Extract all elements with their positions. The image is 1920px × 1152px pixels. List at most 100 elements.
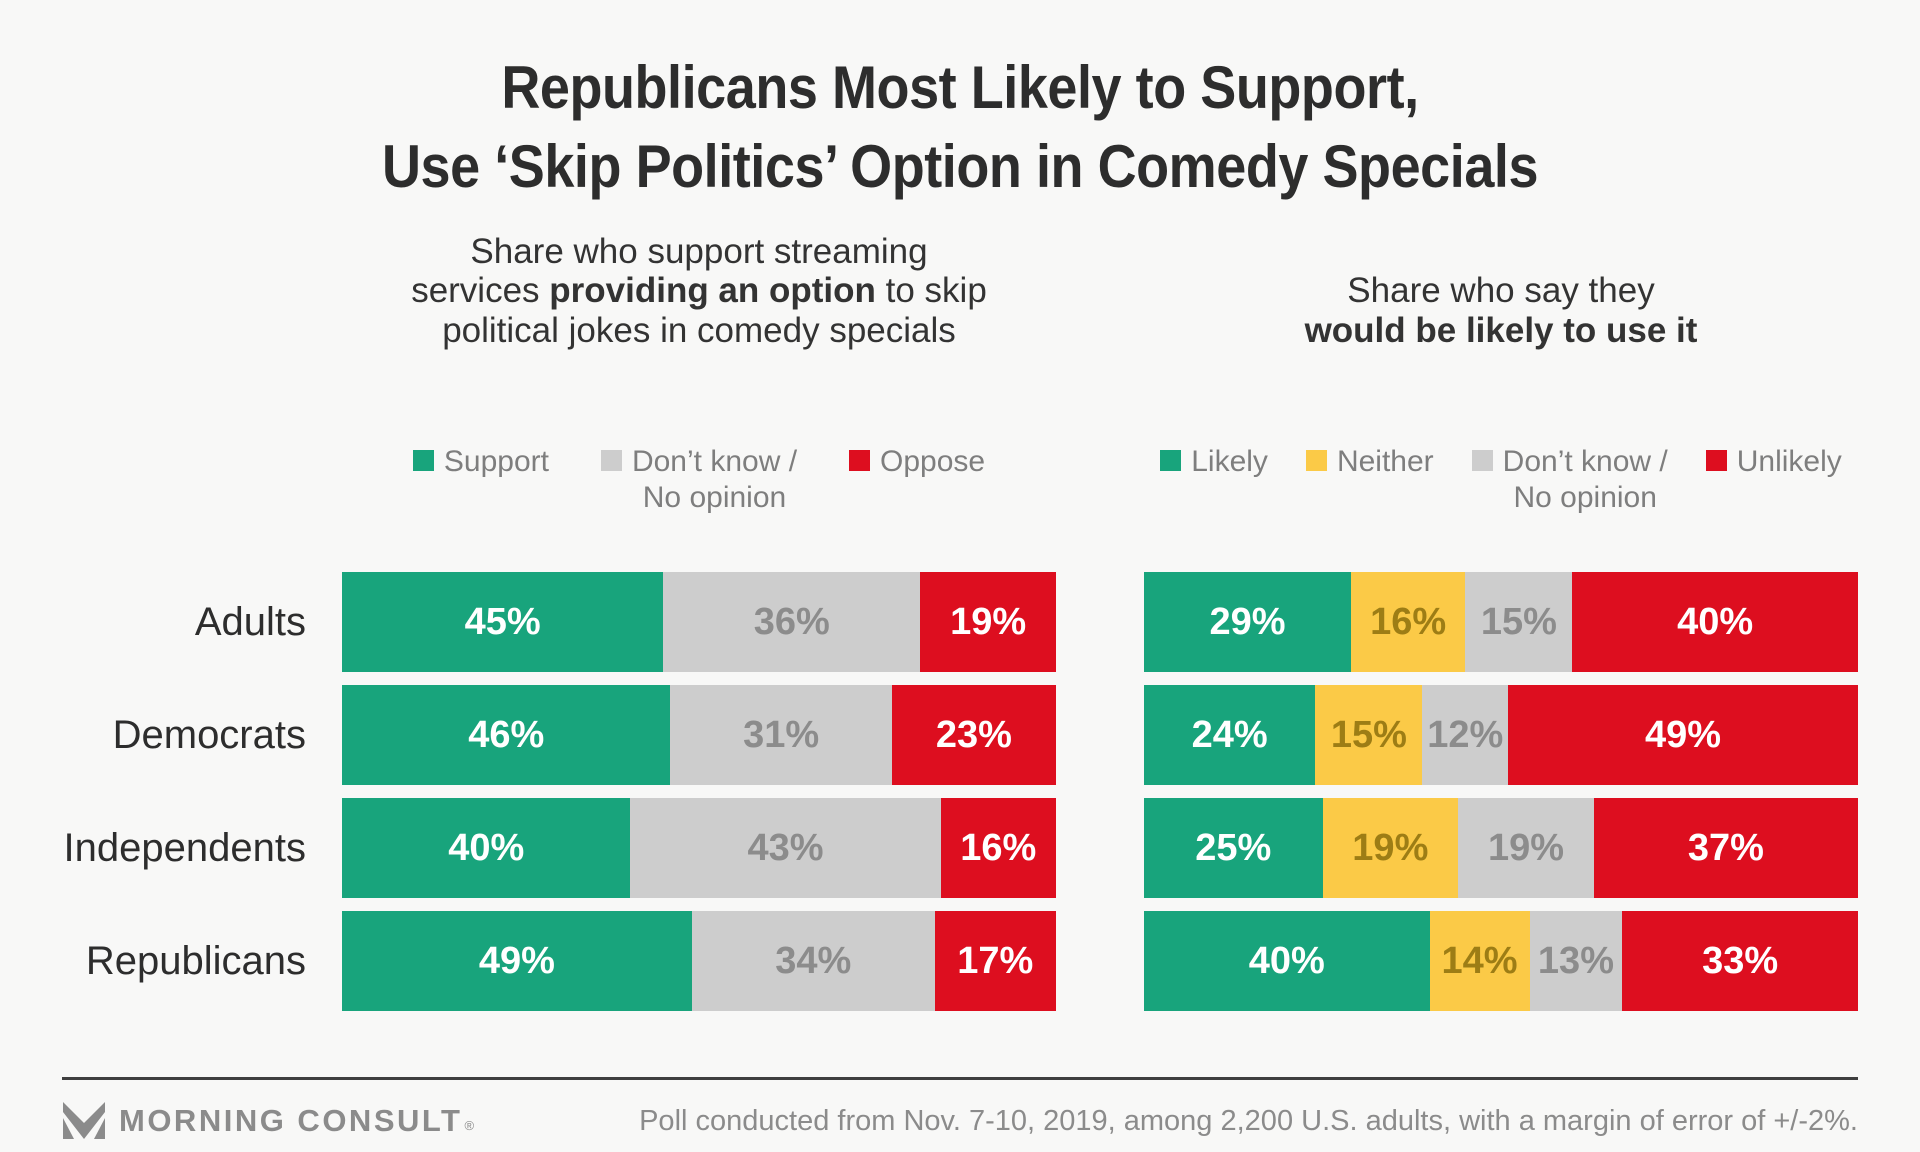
support-swatch-icon bbox=[412, 450, 434, 472]
bar-segment: 40% bbox=[342, 798, 631, 899]
bar-stack: 40% 43% 16% bbox=[342, 798, 1056, 899]
bar-value-label: 15% bbox=[1330, 713, 1407, 756]
bar-row: 29% 16% 15% 40% bbox=[1144, 572, 1858, 673]
legend-label: Don’t know / No opinion bbox=[1502, 445, 1668, 515]
bar-value-label: 45% bbox=[464, 600, 541, 643]
bar-row: Adults 45% 36% 19% bbox=[62, 572, 1056, 673]
charts-gap bbox=[1056, 228, 1144, 1024]
likely-swatch-icon bbox=[1160, 450, 1182, 472]
bar-segment: 19% bbox=[1458, 798, 1594, 899]
bar-row: 40% 14% 13% 33% bbox=[1144, 911, 1858, 1012]
bar-value-label: 19% bbox=[1487, 826, 1565, 869]
neither-swatch-icon bbox=[1305, 450, 1327, 472]
bar-value-label: 34% bbox=[775, 939, 852, 982]
bar-segment: 45% bbox=[342, 572, 664, 673]
dont-know-swatch-icon bbox=[600, 450, 622, 472]
bar-value-label: 17% bbox=[957, 939, 1034, 982]
support-chart-bars: Adults 45% 36% 19% Democrats 46% 31% 23% Indepen… bbox=[62, 572, 1056, 1012]
subtitle-line: Share who support streaming bbox=[470, 231, 928, 271]
bar-stack: 49% 34% 17% bbox=[342, 911, 1056, 1012]
bar-segment: 43% bbox=[630, 798, 941, 899]
bar-row: 24% 15% 12% 49% bbox=[1144, 685, 1858, 786]
legend-item: Neither bbox=[1305, 444, 1434, 480]
legend-label: Likely bbox=[1191, 445, 1268, 479]
bar-value-label: 19% bbox=[950, 600, 1027, 643]
footer: MORNING CONSULT ® Poll conducted from No… bbox=[62, 1077, 1858, 1152]
support-chart-subtitle: Share who support streaming services prov… bbox=[342, 228, 1056, 350]
bar-segment: 49% bbox=[342, 911, 692, 1012]
bar-segment: 49% bbox=[1508, 685, 1858, 786]
bar-value-label: 25% bbox=[1195, 826, 1272, 869]
bar-segment: 40% bbox=[1572, 572, 1858, 673]
bar-value-label: 16% bbox=[1370, 600, 1447, 643]
bar-segment: 37% bbox=[1593, 798, 1858, 899]
bar-segment: 16% bbox=[940, 798, 1056, 899]
bar-value-label: 36% bbox=[753, 600, 830, 643]
legend-label: Don’t know / No opinion bbox=[631, 445, 798, 515]
usage-chart-bars: 29% 16% 15% 40% 24% 15% 12% 49% 25% 19% 19% 37% 40% 1… bbox=[1144, 572, 1858, 1012]
legend-item: Don’t know / No opinion bbox=[1471, 444, 1668, 516]
bar-segment: 19% bbox=[1322, 798, 1459, 899]
legend-label: Oppose bbox=[880, 445, 986, 479]
bar-row: 25% 19% 19% 37% bbox=[1144, 798, 1858, 899]
bar-segment: 25% bbox=[1144, 798, 1323, 899]
bar-value-label: 13% bbox=[1537, 939, 1614, 982]
bar-value-label: 12% bbox=[1427, 713, 1504, 756]
bar-value-label: 49% bbox=[1645, 713, 1722, 756]
morning-consult-logo-icon bbox=[63, 1102, 105, 1140]
bar-value-label: 29% bbox=[1209, 600, 1286, 643]
usage-chart: Share who say they would be likely to use… bbox=[1144, 228, 1858, 1024]
chart-title-line-2: Use ‘Skip Politics’ Option in Comedy Spe… bbox=[381, 133, 1539, 201]
bar-segment: 36% bbox=[663, 572, 921, 673]
bar-segment: 15% bbox=[1315, 685, 1423, 786]
bar-row: Republicans 49% 34% 17% bbox=[62, 911, 1056, 1012]
row-label: Independents bbox=[63, 825, 306, 870]
legend-item: Oppose bbox=[849, 444, 985, 480]
subtitle-line: would be likely to use it bbox=[1304, 310, 1698, 350]
bar-segment: 34% bbox=[691, 911, 935, 1012]
usage-chart-subtitle: Share who say they would be likely to use… bbox=[1144, 228, 1858, 350]
chart-title: Republicans Most Likely to Support, Use … bbox=[152, 0, 1768, 206]
dont-know-swatch-icon bbox=[1471, 450, 1493, 472]
bar-segment: 15% bbox=[1465, 572, 1573, 673]
charts-row: Share who support streaming services prov… bbox=[62, 228, 1858, 1024]
legend-label: Unlikely bbox=[1736, 445, 1842, 479]
bar-segment: 23% bbox=[891, 685, 1056, 786]
bar-stack: 29% 16% 15% 40% bbox=[1144, 572, 1858, 673]
bar-value-label: 15% bbox=[1480, 600, 1557, 643]
legend-label: Support bbox=[443, 445, 549, 479]
bar-segment: 40% bbox=[1144, 911, 1430, 1012]
usage-chart-legend: Likely Neither Don’t know / No opinion Unlik… bbox=[1144, 444, 1858, 524]
bar-value-label: 16% bbox=[960, 826, 1037, 869]
registered-mark: ® bbox=[464, 1118, 475, 1134]
subtitle-line: political jokes in comedy specials bbox=[442, 310, 956, 350]
bar-row: Independents 40% 43% 16% bbox=[62, 798, 1056, 899]
legend-item: Unlikely bbox=[1705, 444, 1842, 480]
chart-title-line-1: Republicans Most Likely to Support, bbox=[501, 54, 1419, 121]
bar-value-label: 49% bbox=[478, 939, 555, 982]
bar-value-label: 37% bbox=[1687, 826, 1764, 869]
bar-segment: 33% bbox=[1622, 911, 1858, 1012]
legend-label: Neither bbox=[1336, 445, 1434, 479]
bar-value-label: 23% bbox=[935, 713, 1012, 756]
bar-value-label: 31% bbox=[743, 713, 820, 756]
oppose-swatch-icon bbox=[849, 450, 871, 472]
bar-segment: 17% bbox=[934, 911, 1056, 1012]
bar-value-label: 46% bbox=[468, 713, 545, 756]
bar-segment: 12% bbox=[1422, 685, 1509, 786]
legend-item: Support bbox=[412, 444, 549, 480]
bar-value-label: 40% bbox=[1677, 600, 1754, 643]
bar-stack: 24% 15% 12% 49% bbox=[1144, 685, 1858, 786]
bar-value-label: 14% bbox=[1441, 939, 1518, 982]
bar-segment: 46% bbox=[342, 685, 671, 786]
bar-segment: 24% bbox=[1144, 685, 1316, 786]
bar-value-label: 40% bbox=[448, 826, 525, 869]
bar-value-label: 40% bbox=[1248, 939, 1325, 982]
bar-stack: 25% 19% 19% 37% bbox=[1144, 798, 1858, 899]
bar-stack: 46% 31% 23% bbox=[342, 685, 1056, 786]
bar-segment: 13% bbox=[1529, 911, 1623, 1012]
bar-value-label: 33% bbox=[1702, 939, 1779, 982]
row-label: Adults bbox=[194, 599, 306, 644]
bar-segment: 19% bbox=[920, 572, 1056, 673]
bar-segment: 31% bbox=[670, 685, 892, 786]
